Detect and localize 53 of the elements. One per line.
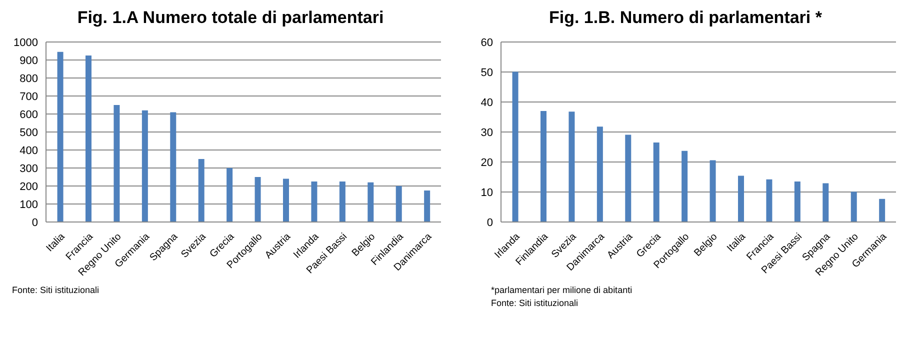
bar: [86, 56, 92, 222]
bar: [198, 159, 204, 222]
y-tick-label: 700: [20, 90, 38, 103]
y-tick-label: 20: [480, 156, 493, 169]
y-tick-label: 100: [20, 198, 38, 211]
bar: [794, 182, 800, 222]
chart-title: Fig. 1.A Numero totale di parlamentari: [76, 8, 385, 29]
bar: [682, 150, 688, 222]
y-tick-label: 10: [480, 186, 493, 199]
bar: [596, 126, 603, 222]
bar: [540, 111, 546, 222]
bar: [311, 182, 318, 222]
bar: [738, 176, 744, 222]
source-note: Fonte: Siti istituzionali: [12, 284, 100, 297]
bar: [339, 182, 346, 222]
y-tick-label: 400: [20, 144, 38, 157]
text: *parlamentari per milione di abitanti: [491, 284, 634, 297]
bar: [822, 183, 829, 222]
bar: [879, 198, 886, 222]
bar: [142, 110, 148, 222]
y-tick-label: 900: [20, 54, 38, 67]
bar: [625, 134, 632, 222]
y-tick-label: 500: [20, 126, 38, 139]
y-tick-label: 60: [480, 36, 493, 49]
bar: [170, 112, 176, 222]
bar: [283, 178, 289, 222]
y-tick-label: 1000: [14, 36, 38, 49]
y-tick-label: 30: [480, 126, 493, 139]
bar: [254, 177, 261, 222]
bar: [424, 190, 430, 222]
bar: [396, 186, 402, 222]
chart-title: Fig. 1.B. Numero di parlamentari *: [548, 8, 823, 29]
source-note: Fonte: Siti istituzionali: [491, 297, 580, 310]
bar: [653, 142, 660, 222]
y-tick-label: 40: [480, 96, 493, 109]
y-tick-label: 600: [20, 108, 38, 121]
bar: [568, 112, 575, 222]
y-tick-label: 0: [32, 216, 38, 229]
y-tick-label: 50: [480, 66, 493, 79]
bar: [850, 192, 857, 222]
y-tick-label: 0: [486, 216, 493, 229]
bar: [114, 105, 120, 222]
bar: [57, 52, 64, 222]
bar: [710, 160, 716, 222]
y-tick-label: 200: [20, 180, 38, 193]
bar: [766, 179, 772, 222]
x-tick-label: Italia: [725, 231, 748, 254]
bar: [226, 168, 233, 222]
y-tick-label: 300: [20, 162, 38, 175]
bar: [368, 182, 374, 222]
y-tick-label: 800: [20, 72, 38, 85]
bar: [512, 72, 518, 222]
x-tick-label: Italia: [44, 231, 68, 254]
